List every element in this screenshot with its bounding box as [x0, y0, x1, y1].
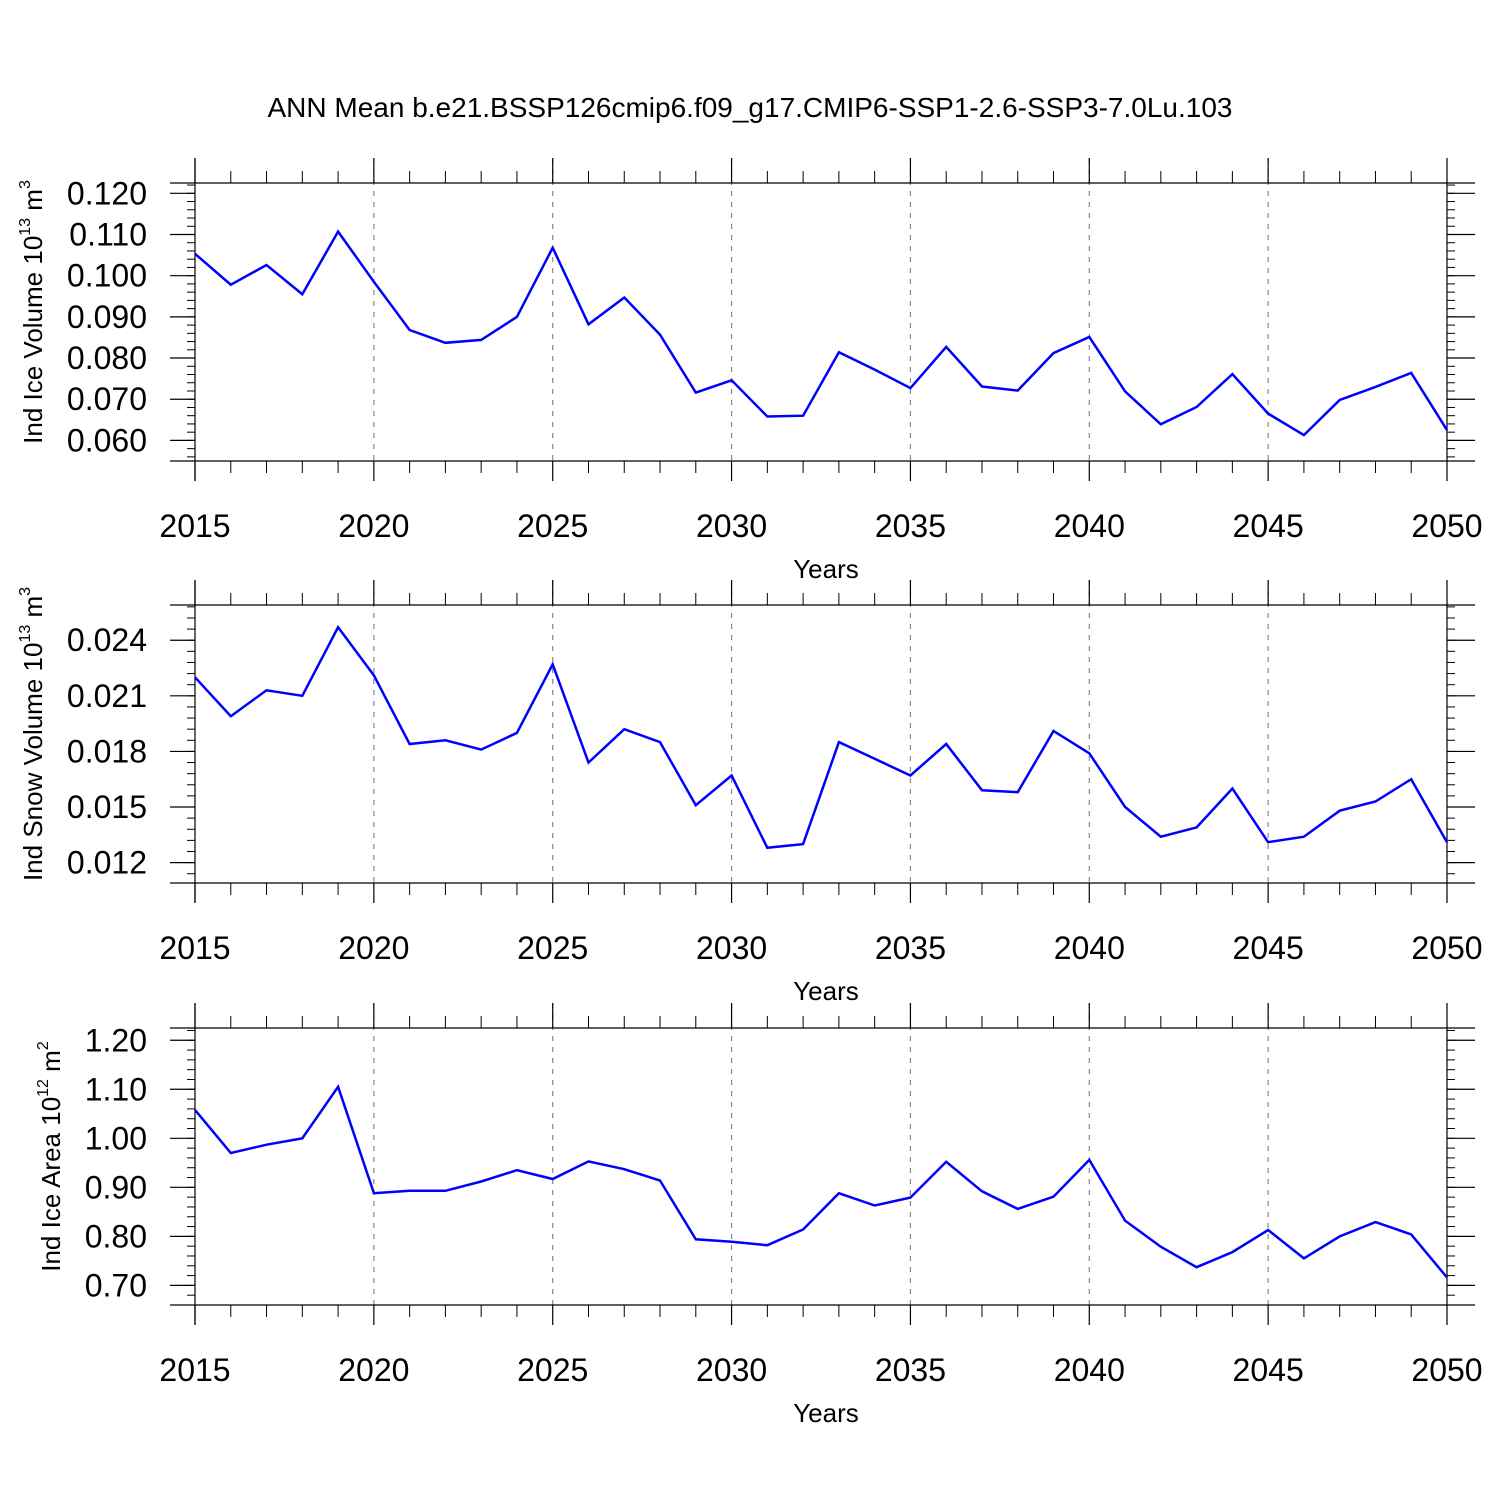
x-tick-label: 2050	[1411, 930, 1482, 966]
y-tick-label: 0.80	[85, 1218, 147, 1254]
series-line	[194, 229, 1449, 437]
x-tick-label: 2015	[159, 930, 230, 966]
y-axis-label: Ind Ice Volume 1013 m3	[17, 180, 48, 444]
x-tick-label: 2020	[338, 1352, 409, 1388]
x-tick-label: 2040	[1054, 508, 1125, 544]
x-tick-label: 2025	[517, 1352, 588, 1388]
x-tick-label: 2025	[517, 930, 588, 966]
x-tick-label: 2040	[1054, 1352, 1125, 1388]
series-line	[194, 1084, 1448, 1279]
chart-panel-2: 2015 2020 2025 2030 2035 2040 2045 2050 0.012 0.0…	[17, 580, 1483, 1006]
y-tick-label: 0.070	[67, 381, 147, 417]
x-tick-label: 2040	[1054, 930, 1125, 966]
x-tick-label: 2035	[875, 1352, 946, 1388]
x-tick-label: 2020	[338, 508, 409, 544]
x-tick-label: 2015	[159, 508, 230, 544]
y-tick-label: 0.021	[67, 678, 147, 714]
x-tick-label: 2025	[517, 508, 588, 544]
x-tick-label: 2020	[338, 930, 409, 966]
x-tick-label: 2045	[1233, 508, 1304, 544]
y-tick-label: 0.120	[67, 175, 147, 211]
y-tick-label: 0.90	[85, 1169, 147, 1205]
y-axis-label: Ind Snow Volume 1013 m3	[17, 587, 48, 881]
y-tick-label: 0.015	[67, 789, 147, 825]
y-tick-label: 1.00	[85, 1120, 147, 1156]
chart-title: ANN Mean b.e21.BSSP126cmip6.f09_g17.CMIP…	[267, 92, 1233, 123]
y-tick-label: 0.110	[69, 216, 147, 252]
y-tick-label: 0.090	[67, 299, 147, 335]
x-tick-label: 2030	[696, 1352, 767, 1388]
x-axis-label: Years	[793, 976, 859, 1006]
x-tick-label: 2030	[696, 930, 767, 966]
y-tick-label: 0.100	[67, 258, 147, 294]
x-tick-label: 2050	[1411, 508, 1482, 544]
series-line	[194, 624, 1449, 850]
x-tick-label: 2035	[875, 930, 946, 966]
chart-panel-1: 2015 2020 2025 2030 2035 2040 2045 2050 0.060 0.0…	[17, 158, 1483, 584]
x-axis-label: Years	[793, 1398, 859, 1428]
chart-panel-3: 2015 2020 2025 2030 2035 2040 2045 2050 0.70 0.80…	[35, 1003, 1483, 1428]
y-tick-label: 0.018	[67, 733, 147, 769]
y-tick-label: 1.20	[85, 1022, 147, 1058]
y-axis-label: Ind Ice Area 1012 m2	[35, 1041, 66, 1272]
y-tick-label: 0.024	[67, 622, 147, 658]
x-tick-label: 2035	[875, 508, 946, 544]
x-tick-label: 2050	[1411, 1352, 1482, 1388]
x-tick-label: 2030	[696, 508, 767, 544]
x-axis-label: Years	[793, 554, 859, 584]
y-tick-label: 0.012	[67, 845, 147, 881]
x-tick-label: 2015	[159, 1352, 230, 1388]
x-tick-label: 2045	[1233, 1352, 1304, 1388]
y-tick-label: 0.70	[85, 1267, 147, 1303]
y-tick-label: 0.080	[67, 340, 147, 376]
y-tick-label: 0.060	[67, 422, 147, 458]
y-tick-label: 1.10	[85, 1071, 147, 1107]
x-tick-label: 2045	[1233, 930, 1304, 966]
